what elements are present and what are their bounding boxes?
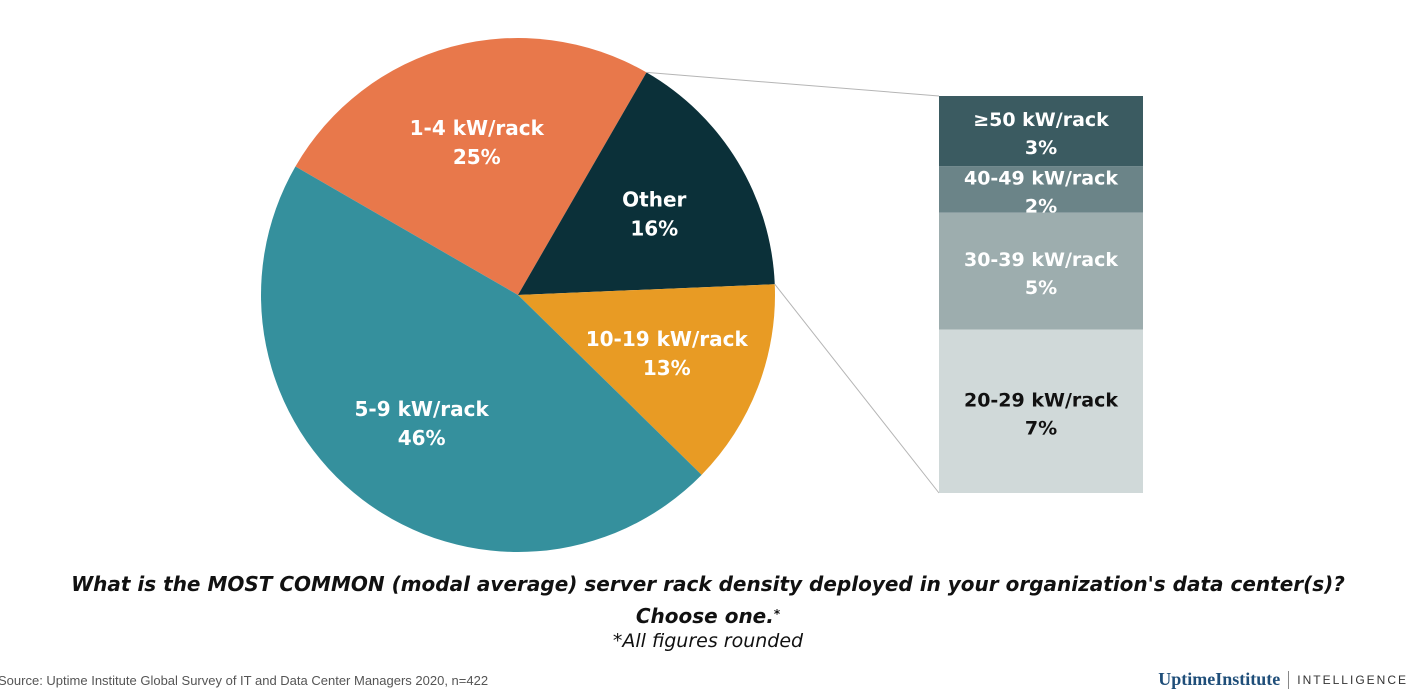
pie-slice-1-4-kw-rack	[295, 37, 647, 296]
breakdown-segment-20-29-kw-rack	[939, 329, 1143, 493]
slice-label-5-9-kw-rack: 5-9 kW/rack	[355, 397, 490, 421]
breakdown-segment-40-49-kw-rack	[939, 166, 1143, 213]
breakdown-value-gte-50-kw-rack: 3%	[1025, 137, 1057, 159]
slice-label-other: Other	[622, 187, 686, 211]
breakdown-label-20-29-kw-rack: 20-29 kW/rack	[964, 389, 1118, 411]
question-asterisk: *	[773, 607, 781, 621]
slice-value-10-19-kw-rack: 13%	[643, 356, 691, 380]
question-choose-one: Choose one.	[635, 604, 774, 628]
pie-slice-other	[518, 72, 775, 295]
slice-label-1-4-kw-rack: 1-4 kW/rack	[410, 116, 545, 140]
breakdown-label-gte-50-kw-rack: ≥50 kW/rack	[973, 109, 1109, 131]
footnote: *All figures rounded	[612, 630, 804, 652]
slice-value-5-9-kw-rack: 46%	[398, 426, 446, 450]
slice-value-other: 16%	[630, 216, 678, 240]
slice-label-10-19-kw-rack: 10-19 kW/rack	[586, 327, 749, 351]
survey-question: What is the MOST COMMON (modal average) …	[0, 568, 1416, 632]
breakdown-segment-gte-50-kw-rack	[939, 96, 1143, 167]
connector-line-top	[646, 71, 940, 97]
slice-value-1-4-kw-rack: 25%	[453, 145, 501, 169]
question-line-2: Choose one.*	[0, 600, 1416, 632]
breakdown-value-20-29-kw-rack: 7%	[1025, 417, 1057, 439]
pie-chart: 1-4 kW/rack 25% Other 16% 10-19 kW/rack 13% 5-…	[260, 37, 1143, 553]
pie-slice-10-19-kw-rack	[518, 284, 776, 475]
breakdown-label-30-39-kw-rack: 30-39 kW/rack	[964, 249, 1118, 271]
brand-subtitle: INTELLIGENCE	[1297, 672, 1408, 687]
breakdown-segment-30-39-kw-rack	[939, 212, 1143, 330]
brand-name: UptimeInstitute	[1158, 669, 1281, 689]
connector-line-bottom	[774, 283, 940, 494]
brand-logo: UptimeInstitute INTELLIGENCE	[1158, 669, 1408, 690]
breakdown-value-30-39-kw-rack: 5%	[1025, 277, 1057, 299]
breakdown-label-40-49-kw-rack: 40-49 kW/rack	[964, 167, 1118, 189]
source-note: Source: Uptime Institute Global Survey o…	[0, 673, 489, 688]
breakdown-value-40-49-kw-rack: 2%	[1025, 195, 1057, 217]
pie-slice-5-9-kw-rack	[260, 166, 702, 553]
brand-divider	[1288, 670, 1290, 689]
question-line-1: What is the MOST COMMON (modal average) …	[71, 572, 1345, 596]
